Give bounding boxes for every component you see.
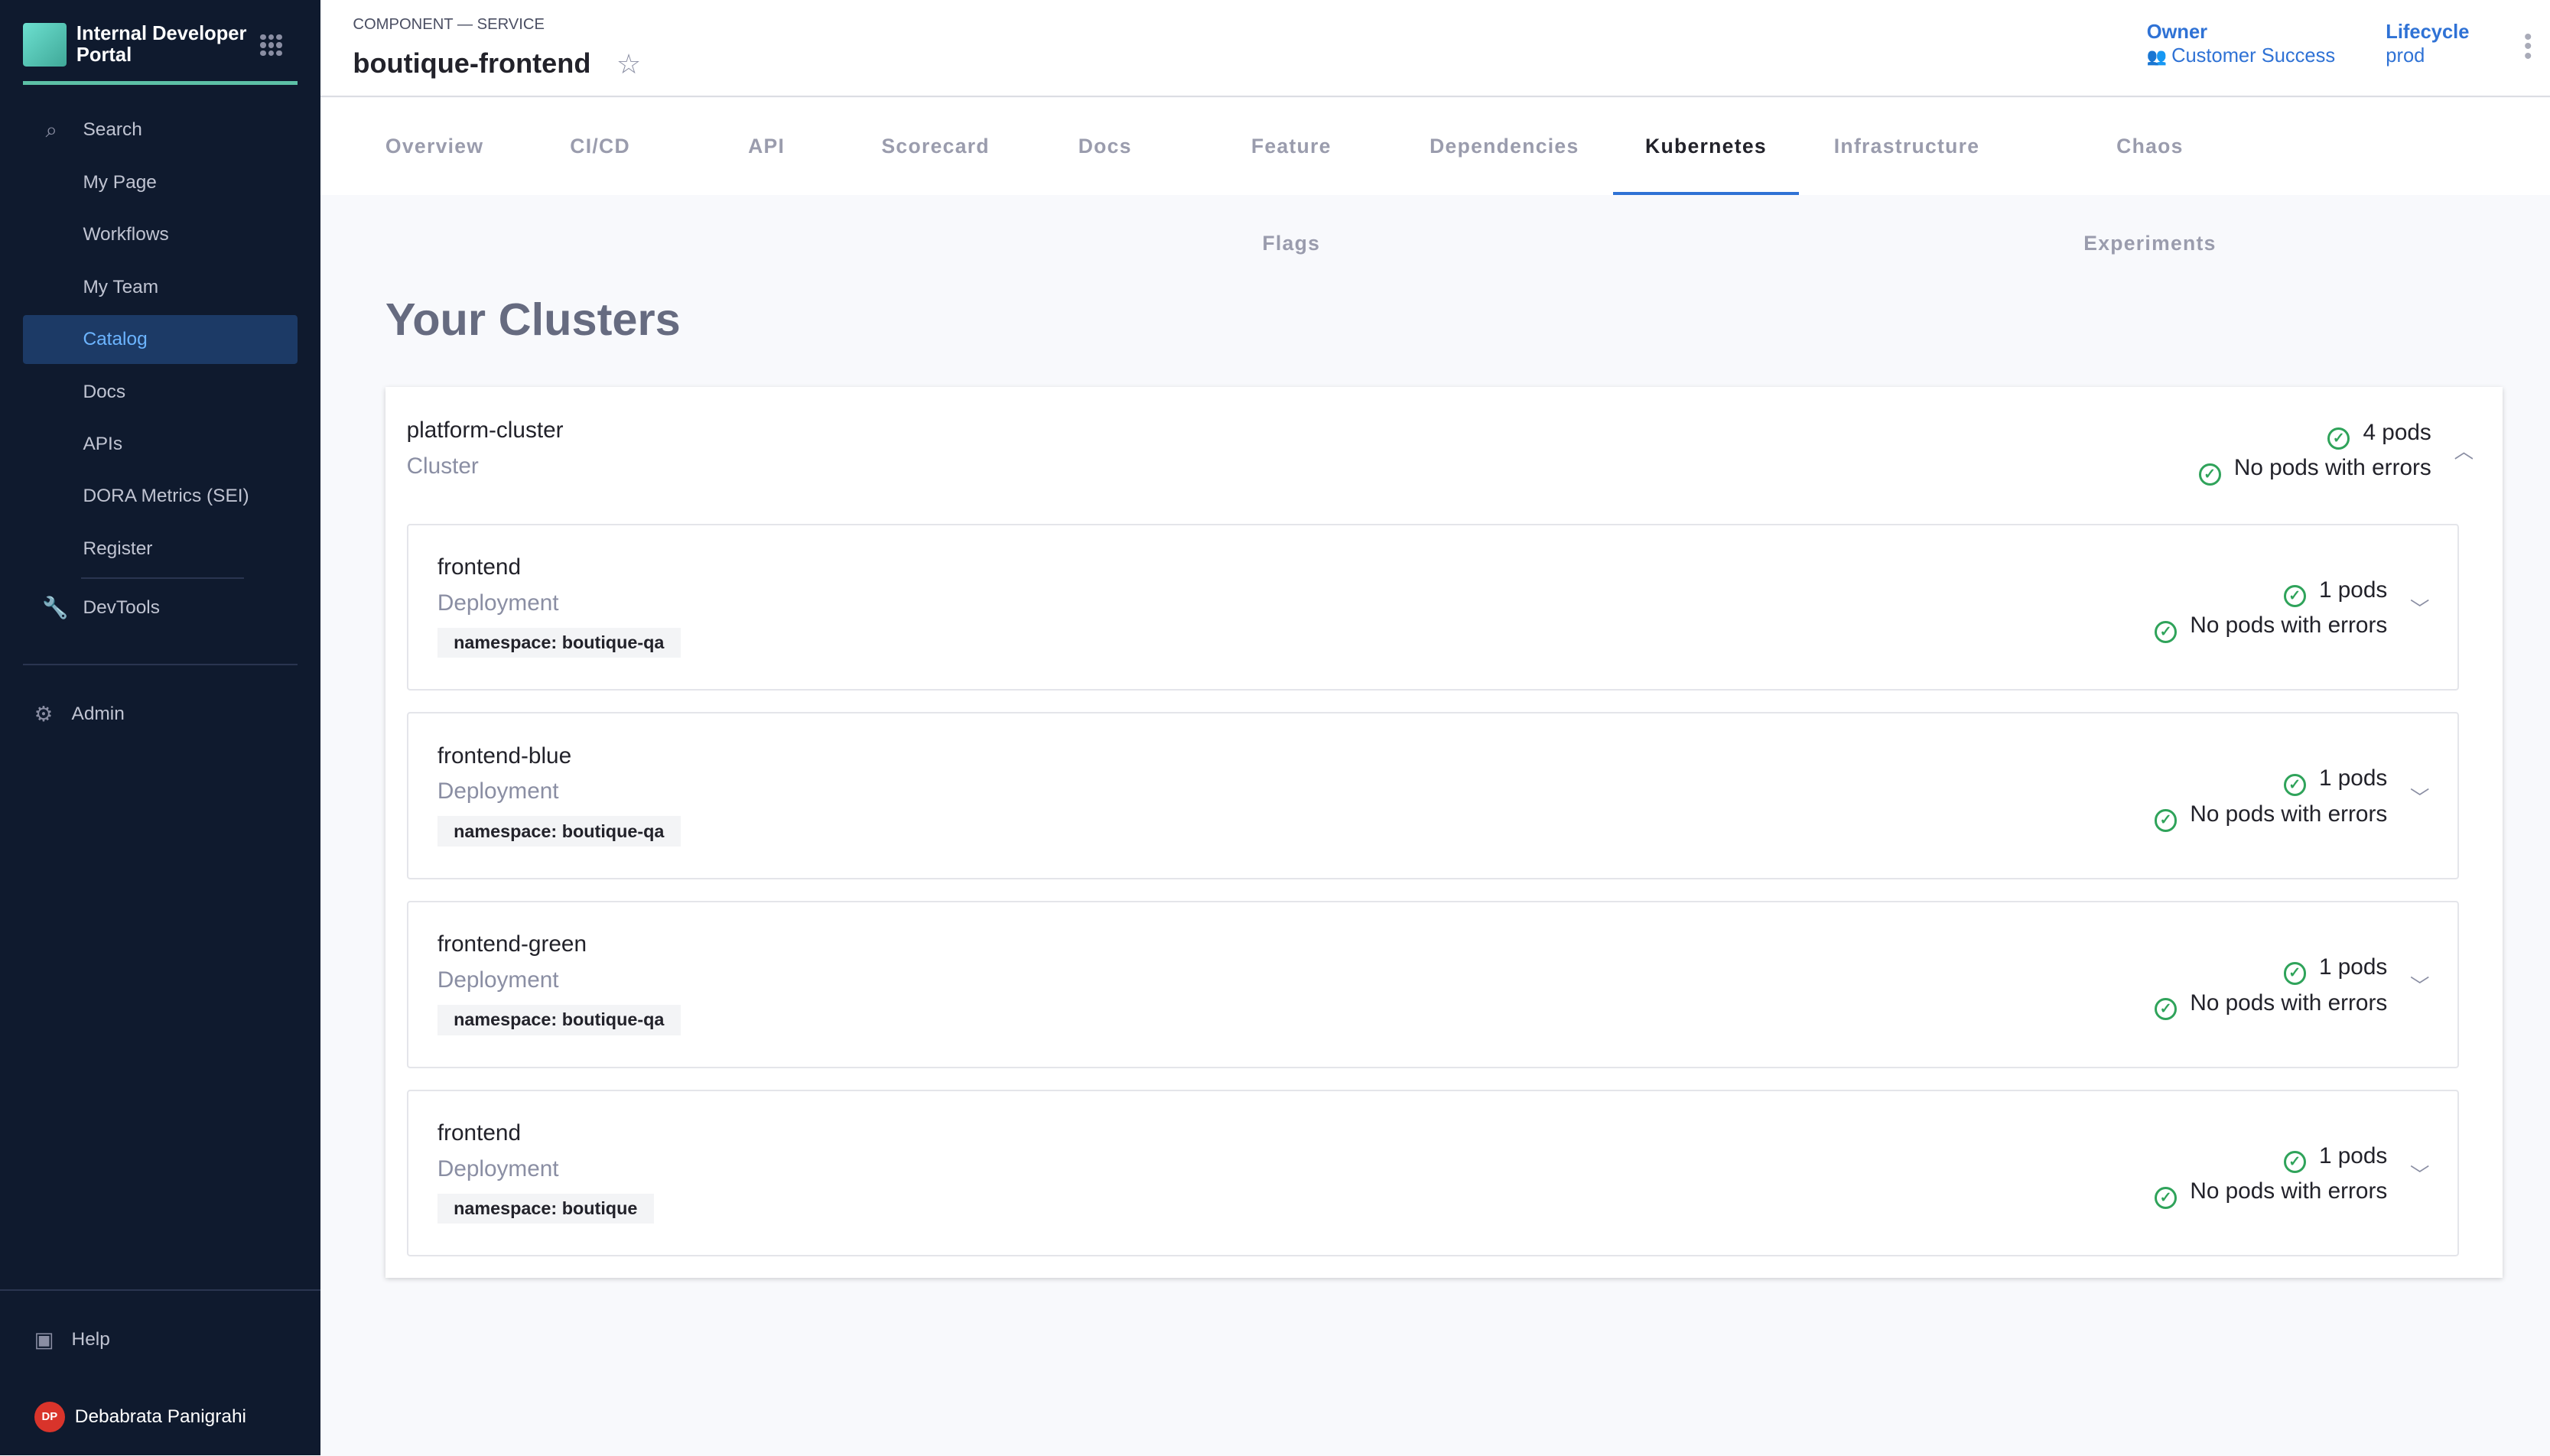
sidebar-item-dora-metrics-sei[interactable]: DORA Metrics (SEI) <box>83 486 249 507</box>
tab-overview[interactable]: Overview <box>385 134 484 158</box>
wrench-icon: 🔧 <box>42 596 69 620</box>
sidebar-item-devtools[interactable]: 🔧 DevTools <box>23 583 298 632</box>
deployment-row[interactable]: frontend Deployment namespace: boutique … <box>406 1089 2459 1257</box>
tab-ci-cd[interactable]: CI/CD <box>570 134 630 158</box>
namespace-chip: namespace: boutique-qa <box>437 816 681 847</box>
check-circle-icon: ✓ <box>2283 584 2306 608</box>
section-heading: Your Clusters <box>385 293 681 345</box>
help-icon: ▣ <box>34 1328 54 1352</box>
tab-bar: Overview CI/CD API Scorecard Docs Feature Fla… <box>320 97 2550 255</box>
check-circle-icon: ✓ <box>2198 463 2221 486</box>
divider <box>81 577 244 579</box>
deployment-row[interactable]: frontend-blue Deployment namespace: bout… <box>406 712 2459 880</box>
sidebar-item-docs[interactable]: Docs <box>83 381 126 402</box>
tab-api[interactable]: API <box>748 134 785 158</box>
owner-link[interactable]: Customer Success <box>2171 44 2336 67</box>
check-circle-icon: ✓ <box>2283 773 2306 796</box>
check-circle-icon: ✓ <box>2154 620 2178 644</box>
tab-scorecard[interactable]: Scorecard <box>881 134 990 158</box>
check-circle-icon: ✓ <box>2154 998 2178 1021</box>
divider <box>22 663 298 665</box>
sidebar-item-help[interactable]: ▣ Help <box>23 1315 298 1364</box>
deployment-row[interactable]: frontend Deployment namespace: boutique-… <box>406 523 2459 691</box>
lifecycle-field: Lifecycle prod <box>2386 21 2470 67</box>
deployment-name: frontend-green <box>437 931 587 957</box>
group-icon: 👥 <box>2146 47 2172 66</box>
brand-name: Internal Developer Portal <box>76 22 247 67</box>
cluster-type: Cluster <box>406 453 479 479</box>
star-icon[interactable]: ☆ <box>616 47 642 80</box>
sidebar-item-apis[interactable]: APIs <box>83 434 123 454</box>
deployment-name: frontend <box>437 1120 521 1146</box>
deployment-name: frontend-blue <box>437 743 572 769</box>
deployment-type: Deployment <box>437 1155 559 1181</box>
sidebar-item-my-page[interactable]: My Page <box>83 171 157 193</box>
cluster-name: platform-cluster <box>406 418 564 444</box>
sidebar-item-register[interactable]: Register <box>83 538 153 559</box>
check-circle-icon: ✓ <box>2283 1150 2306 1174</box>
sidebar-item-my-team[interactable]: My Team <box>83 276 159 297</box>
deployment-type: Deployment <box>437 778 559 804</box>
check-circle-icon: ✓ <box>2283 962 2306 985</box>
owner-field: Owner 👥 Customer Success <box>2146 21 2336 67</box>
user-name[interactable]: Debabrata Panigrahi <box>74 1406 246 1428</box>
tab-feature-flags[interactable]: Feature Flags <box>1251 134 1332 255</box>
namespace-chip: namespace: boutique-qa <box>437 627 681 658</box>
chevron-down-icon[interactable]: ﹀ <box>2410 1164 2430 1186</box>
chevron-down-icon[interactable]: ﹀ <box>2410 787 2430 809</box>
namespace-chip: namespace: boutique-qa <box>437 1004 681 1035</box>
tab-infrastructure[interactable]: Infrastructure <box>1833 134 1980 158</box>
deployment-name: frontend <box>437 554 521 580</box>
sidebar-item-catalog[interactable]: Catalog <box>22 315 298 364</box>
chevron-down-icon[interactable]: ﹀ <box>2410 598 2430 620</box>
page-header: COMPONENT — SERVICE boutique-frontend ☆ … <box>320 0 2550 98</box>
sidebar-item-workflows[interactable]: Workflows <box>83 224 169 245</box>
avatar[interactable]: DP <box>34 1401 66 1433</box>
chevron-down-icon[interactable]: ﹀ <box>2410 976 2430 998</box>
more-options-icon[interactable]: • • • <box>2524 24 2532 70</box>
entity-kind: COMPONENT — SERVICE <box>353 16 545 34</box>
divider <box>22 81 298 85</box>
search-icon: ⌕ <box>45 118 58 142</box>
tab-kubernetes[interactable]: Kubernetes <box>1613 98 1799 195</box>
tab-docs[interactable]: Docs <box>1078 134 1132 158</box>
chevron-up-icon[interactable]: ︿ <box>2454 440 2474 463</box>
portal-logo[interactable] <box>22 22 67 67</box>
tab-dependencies[interactable]: Dependencies <box>1429 134 1579 158</box>
app-grid-icon[interactable] <box>260 34 283 57</box>
check-circle-icon: ✓ <box>2154 809 2178 832</box>
deployment-row[interactable]: frontend-green Deployment namespace: bou… <box>406 900 2459 1068</box>
deployment-type: Deployment <box>437 967 559 993</box>
sidebar-item-admin[interactable]: ⚙ Admin <box>23 690 298 739</box>
check-circle-icon: ✓ <box>2154 1186 2178 1210</box>
namespace-chip: namespace: boutique <box>437 1193 654 1224</box>
divider <box>0 1289 320 1292</box>
cluster-card: platform-cluster Cluster ✓ 4 pods ✓ No pod… <box>385 387 2503 1279</box>
gear-icon: ⚙ <box>34 701 54 726</box>
check-circle-icon: ✓ <box>2327 427 2350 450</box>
tab-chaos-experiments[interactable]: Chaos Experiments <box>2083 134 2217 255</box>
sidebar: Internal Developer Portal ⌕ Search My Page… <box>0 0 320 1456</box>
sidebar-item-search[interactable]: ⌕ Search <box>23 106 298 154</box>
deployment-type: Deployment <box>437 590 559 616</box>
page-title: boutique-frontend <box>353 47 591 79</box>
